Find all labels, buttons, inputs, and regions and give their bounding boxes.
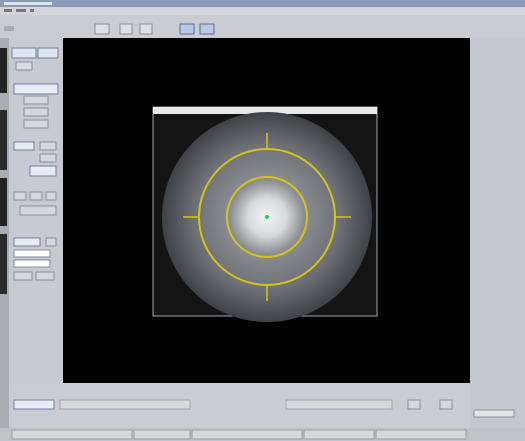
left-panel bbox=[11, 47, 59, 281]
button[interactable] bbox=[11, 47, 37, 59]
button[interactable] bbox=[439, 399, 453, 410]
scrollbar[interactable] bbox=[473, 409, 515, 418]
button[interactable] bbox=[407, 399, 421, 410]
button[interactable] bbox=[39, 153, 57, 163]
field[interactable] bbox=[59, 399, 191, 410]
toolbar bbox=[0, 15, 525, 38]
image-window bbox=[152, 106, 378, 322]
toolbar-button[interactable] bbox=[139, 23, 153, 35]
button[interactable] bbox=[15, 61, 33, 71]
field[interactable] bbox=[13, 237, 41, 247]
button[interactable] bbox=[35, 271, 55, 281]
title-text-placeholder bbox=[4, 2, 52, 5]
button[interactable] bbox=[37, 47, 59, 59]
menu-bar bbox=[0, 7, 525, 15]
button[interactable] bbox=[45, 237, 57, 247]
button[interactable] bbox=[13, 191, 27, 201]
field[interactable] bbox=[13, 399, 55, 410]
dropdown[interactable] bbox=[13, 259, 51, 268]
status-fields bbox=[11, 429, 467, 440]
button[interactable] bbox=[39, 141, 57, 151]
button[interactable] bbox=[13, 271, 33, 281]
thumbnail[interactable] bbox=[0, 234, 7, 294]
toolbar-button[interactable] bbox=[119, 23, 133, 35]
dropdown[interactable] bbox=[13, 249, 51, 258]
button[interactable] bbox=[29, 165, 57, 177]
image-window-title-bar bbox=[153, 107, 377, 114]
button[interactable] bbox=[13, 83, 59, 95]
thumbnail[interactable] bbox=[0, 110, 7, 170]
crosshair bbox=[183, 133, 351, 301]
button[interactable] bbox=[23, 107, 49, 117]
button[interactable] bbox=[23, 119, 49, 129]
toolbar-button[interactable] bbox=[199, 23, 215, 35]
menu-item[interactable] bbox=[4, 9, 12, 12]
center-marker bbox=[265, 215, 269, 219]
menu-item[interactable] bbox=[16, 9, 26, 12]
title-bar bbox=[0, 0, 525, 7]
toolbar-button[interactable] bbox=[179, 23, 195, 35]
thumbnail[interactable] bbox=[0, 48, 7, 93]
inner-ring bbox=[226, 176, 308, 258]
toolbar-button[interactable] bbox=[4, 26, 14, 31]
thumbnail[interactable] bbox=[0, 178, 7, 226]
menu-item[interactable] bbox=[30, 9, 34, 12]
button[interactable] bbox=[23, 95, 49, 105]
button[interactable] bbox=[19, 205, 57, 216]
button[interactable] bbox=[45, 191, 57, 201]
field[interactable] bbox=[285, 399, 393, 410]
field[interactable] bbox=[13, 141, 35, 151]
right-panel bbox=[470, 38, 525, 441]
toolbar-button[interactable] bbox=[94, 23, 110, 35]
button[interactable] bbox=[29, 191, 43, 201]
